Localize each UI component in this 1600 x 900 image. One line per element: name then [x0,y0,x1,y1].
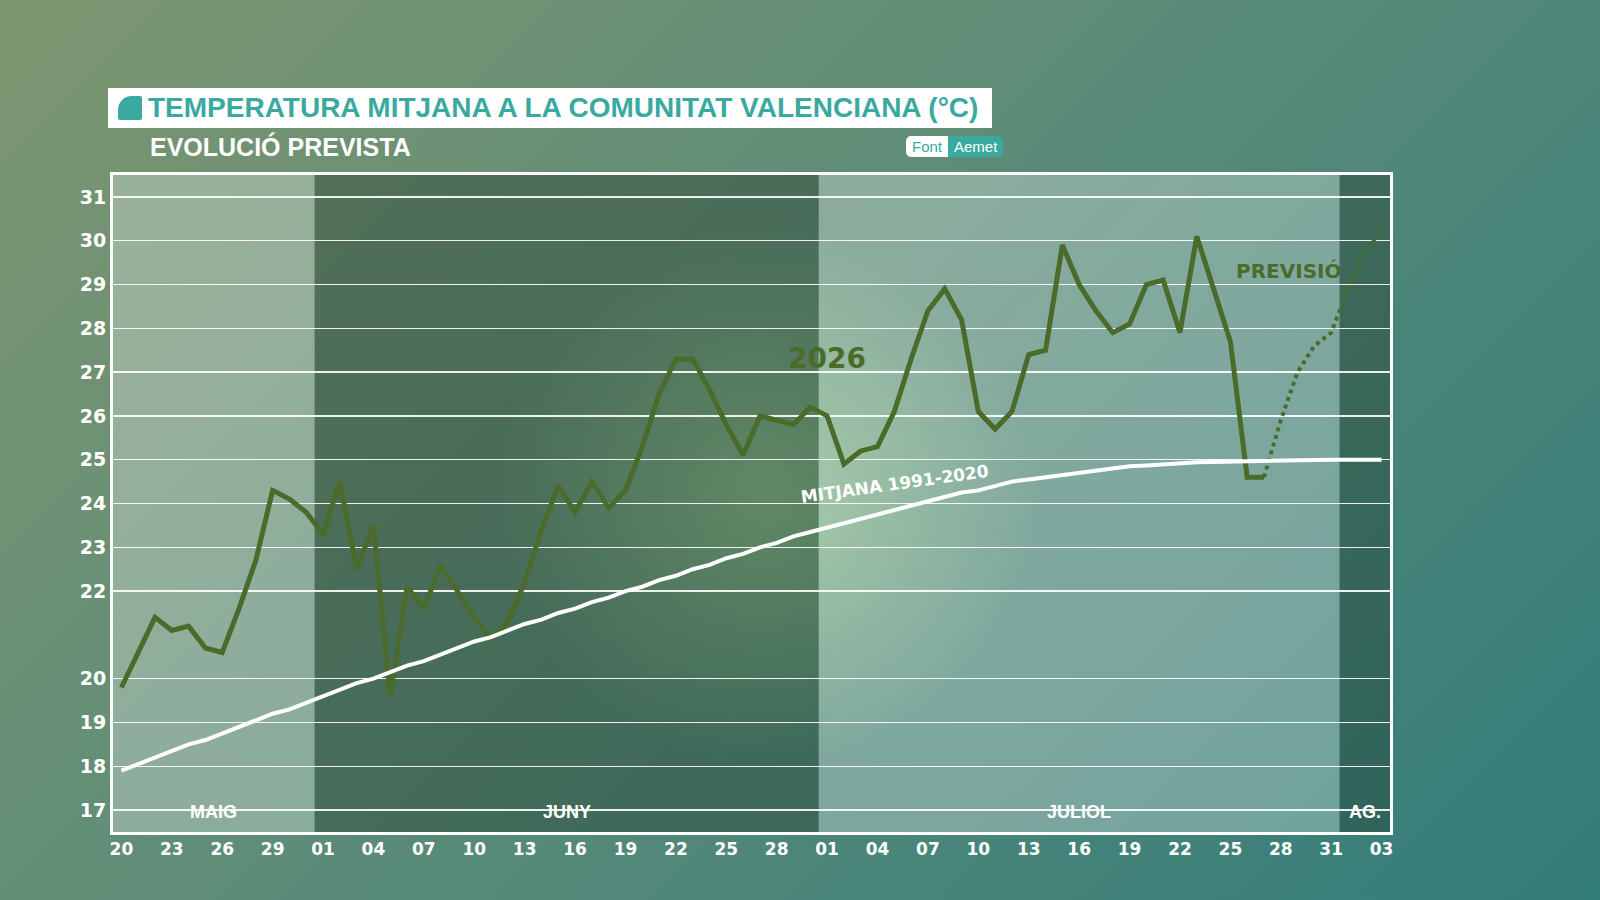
svg-text:25: 25 [80,448,106,470]
svg-text:17: 17 [80,799,106,821]
svg-text:20: 20 [80,667,106,689]
svg-text:04: 04 [362,839,386,859]
svg-text:13: 13 [1017,839,1041,859]
svg-text:25: 25 [714,839,738,859]
svg-text:27: 27 [80,361,106,383]
svg-text:19: 19 [1118,839,1142,859]
svg-text:29: 29 [261,839,285,859]
svg-text:19: 19 [614,839,638,859]
html-text:Aemet: Aemet [954,138,998,155]
svg-text:25: 25 [1219,839,1243,859]
svg-text:07: 07 [916,839,940,859]
svg-text:28: 28 [765,839,789,859]
svg-text:26: 26 [210,839,234,859]
svg-text:22: 22 [664,839,688,859]
svg-text:16: 16 [563,839,587,859]
svg-text:01: 01 [815,839,839,859]
svg-text:13: 13 [513,839,537,859]
svg-text:JULIOL: JULIOL [1047,802,1111,822]
svg-text:18: 18 [80,755,106,777]
svg-text:22: 22 [1168,839,1192,859]
html-text:EVOLUCIÓ PREVISTA: EVOLUCIÓ PREVISTA [150,133,411,161]
svg-text:23: 23 [160,839,184,859]
svg-text:31: 31 [80,186,106,208]
svg-text:23: 23 [80,536,106,558]
svg-text:24: 24 [80,492,106,514]
svg-text:01: 01 [311,839,335,859]
svg-text:10: 10 [967,839,991,859]
svg-text:MAIG: MAIG [190,802,237,822]
html-text:Font: Font [912,138,942,155]
svg-text:28: 28 [80,317,106,339]
svg-text:04: 04 [866,839,890,859]
svg-text:19: 19 [80,711,106,733]
svg-text:28: 28 [1269,839,1293,859]
svg-text:16: 16 [1067,839,1091,859]
svg-text:20: 20 [110,839,134,859]
svg-text:31: 31 [1319,839,1343,859]
svg-text:22: 22 [80,580,106,602]
svg-text:2026: 2026 [788,342,866,375]
svg-text:10: 10 [462,839,486,859]
svg-text:MITJANA 1991-2020: MITJANA 1991-2020 [800,461,990,507]
svg-text:AG.: AG. [1349,802,1381,822]
svg-text:30: 30 [80,229,106,251]
html-text:TEMPERATURA MITJANA A LA COMUN: TEMPERATURA MITJANA A LA COMUNITAT VALEN… [148,92,979,123]
svg-text:26: 26 [80,405,106,427]
svg-text:JUNY: JUNY [543,802,591,822]
svg-text:03: 03 [1370,839,1394,859]
svg-text:07: 07 [412,839,436,859]
svg-text:29: 29 [80,273,106,295]
svg-text:PREVISIÓ: PREVISIÓ [1236,259,1342,283]
